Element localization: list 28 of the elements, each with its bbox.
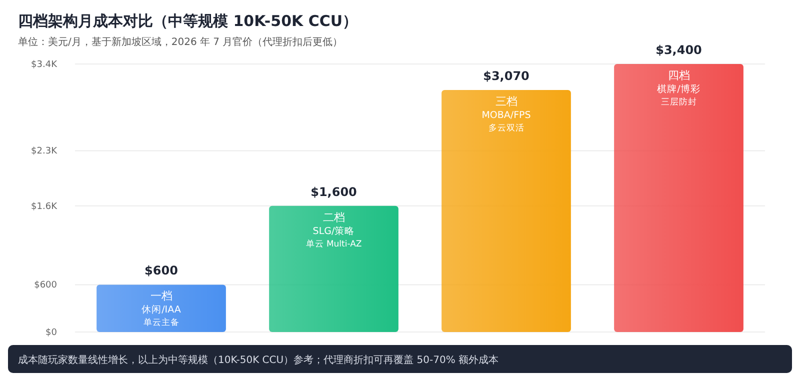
x-tick-label: 三档 bbox=[495, 95, 518, 108]
chart-title: 四档架构月成本对比（中等规模 10K-50K CCU） bbox=[18, 12, 358, 30]
bar bbox=[442, 90, 571, 332]
annotation: 单云 Multi-AZ bbox=[306, 238, 362, 250]
y-tick-label: $0 bbox=[46, 328, 58, 338]
y-tick-label: $2.3K bbox=[31, 146, 58, 157]
annotation: SLG/策略 bbox=[312, 224, 355, 237]
annotation: 单云主备 bbox=[143, 317, 180, 328]
annotation: 棋牌/博彩 bbox=[657, 83, 700, 95]
annotation: MOBA/FPS bbox=[482, 110, 531, 122]
y-tick-label: $1.6K bbox=[31, 202, 58, 212]
bar bbox=[614, 64, 744, 332]
bar bbox=[96, 284, 226, 332]
x-tick-label: 一档 bbox=[150, 290, 172, 303]
data-label: $3,070 bbox=[483, 69, 530, 84]
data-label: $600 bbox=[144, 264, 178, 278]
data-label: $1,600 bbox=[310, 184, 357, 199]
annotation: 休闲/IAA bbox=[142, 304, 182, 316]
chart-subtitle: 单位：美元/月，基于新加坡区域，2026 年 7 月官价（代理折扣后更低） bbox=[18, 36, 343, 48]
x-tick-label: 二档 bbox=[322, 210, 345, 224]
y-tick-label: $600 bbox=[34, 280, 58, 291]
annotation: 三层防封 bbox=[660, 96, 697, 108]
x-tick-label: 四档 bbox=[668, 69, 690, 82]
text: 成本随玩家数量线性增长，以上为中等规模（10K-50K CCU）参考；代理商折扣可再覆盖 50-70% 额外成本 bbox=[18, 354, 499, 366]
data-label: $3,400 bbox=[656, 43, 702, 57]
annotation: 多云双活 bbox=[488, 122, 524, 134]
bar bbox=[269, 206, 398, 332]
y-tick-label: $3.4K bbox=[31, 60, 58, 70]
